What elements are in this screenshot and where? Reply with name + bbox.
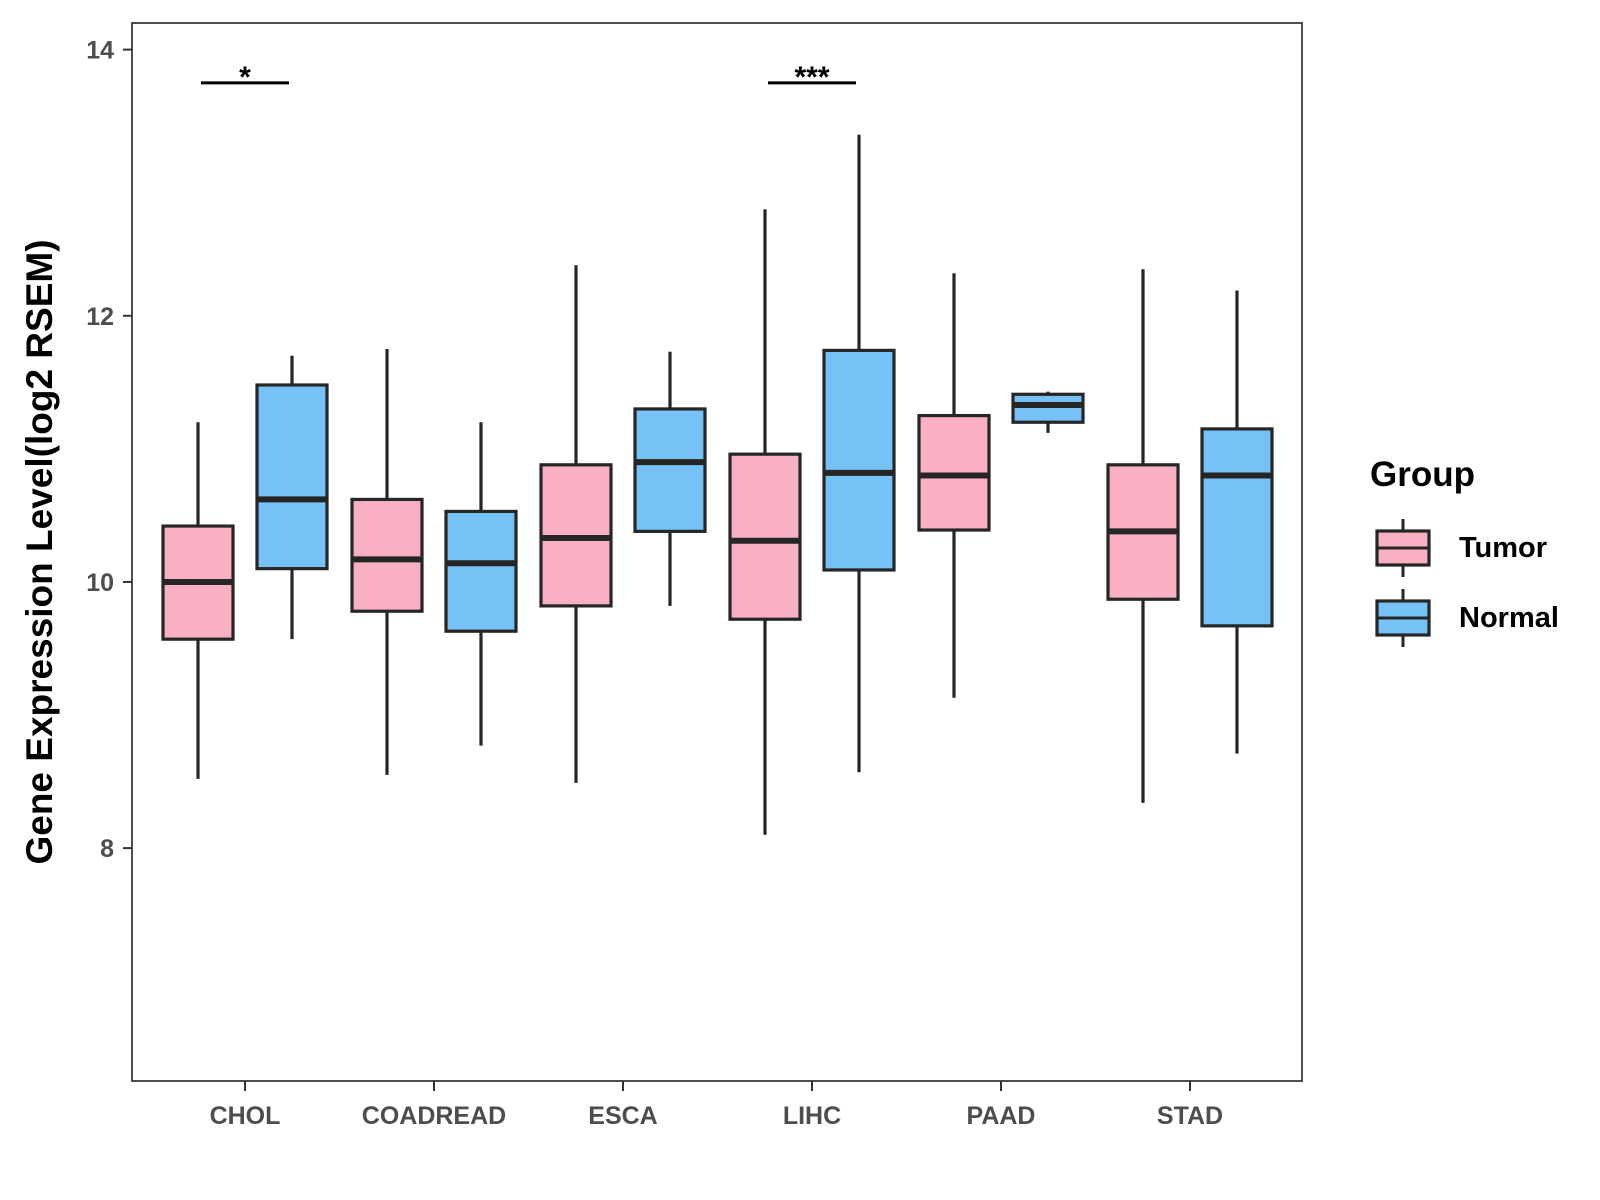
legend-key-tumor <box>1375 519 1431 577</box>
box-body <box>255 383 329 571</box>
box-normal-paad <box>1011 391 1085 433</box>
box-body <box>444 509 518 633</box>
y-tick-label-10: 10 <box>86 569 114 597</box>
box-tumor-esca <box>539 265 613 783</box>
box-normal-coadread <box>444 422 518 746</box>
box-normal-chol <box>255 355 329 640</box>
box-normal-esca <box>633 351 707 606</box>
box-normal-stad <box>1200 290 1274 754</box>
legend-key-normal <box>1375 589 1431 647</box>
y-tick-label-14: 14 <box>86 37 114 65</box>
x-tick-label-stad: STAD <box>1157 1102 1223 1130</box>
box-normal-lihc <box>822 134 896 773</box>
box-body <box>822 348 896 572</box>
y-tick-label-8: 8 <box>100 835 114 863</box>
y-tick-label-12: 12 <box>86 303 114 331</box>
box-tumor-chol <box>161 422 235 779</box>
box-tumor-paad <box>917 273 991 698</box>
box-body <box>633 407 707 533</box>
box-body <box>728 452 802 621</box>
x-tick-label-coadread: COADREAD <box>362 1102 506 1130</box>
plot-panel-border <box>131 22 1303 1082</box>
significance-label: *** <box>794 61 829 94</box>
significance-lihc: *** <box>768 61 856 94</box>
y-axis-title: Gene Expression Level(log2 RSEM) <box>19 239 60 864</box>
legend-label-tumor: Tumor <box>1459 532 1547 564</box>
box-body <box>350 497 424 613</box>
x-tick-label-chol: CHOL <box>210 1102 281 1130</box>
x-tick-label-paad: PAAD <box>967 1102 1036 1130</box>
axes: 8 10 12 14 CHOL COADREAD ESCA LIHC PAAD STAD <box>86 37 1223 1130</box>
legend-label-normal: Normal <box>1459 602 1559 634</box>
x-tick-label-esca: ESCA <box>588 1102 657 1130</box>
box-tumor-coadread <box>350 349 424 775</box>
x-tick-label-lihc: LIHC <box>783 1102 841 1130</box>
box-tumor-lihc <box>728 209 802 835</box>
significance-label: * <box>239 61 251 94</box>
plot-area: * *** <box>161 61 1274 835</box>
box-tumor-stad <box>1106 269 1180 803</box>
box-body <box>1200 427 1274 628</box>
legend-title: Group <box>1370 455 1475 494</box>
significance-chol: * <box>201 61 289 94</box>
legend: Group Tumor Normal <box>1370 455 1559 647</box>
box-body <box>1011 392 1085 424</box>
